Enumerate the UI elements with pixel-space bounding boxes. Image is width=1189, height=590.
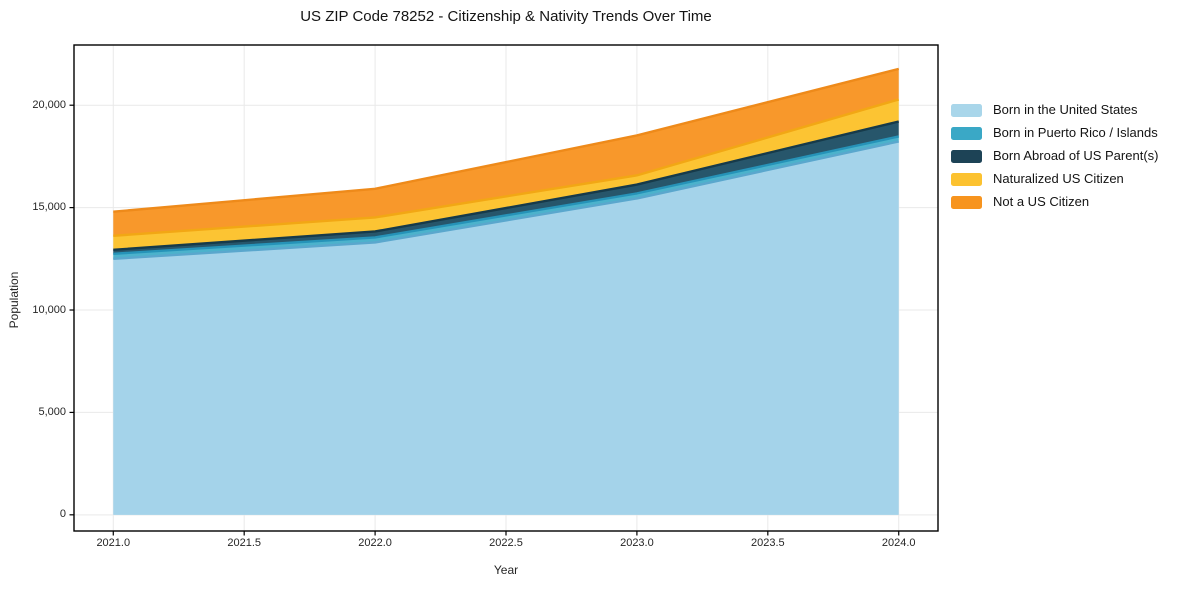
y-tick-label: 15,000 [32, 201, 66, 214]
legend-swatch-3 [951, 172, 982, 186]
legend-swatch-4 [951, 195, 982, 209]
y-tick-label: 20,000 [32, 98, 66, 111]
legend-swatch-1 [951, 126, 982, 140]
line-series-0 [113, 140, 899, 261]
y-axis-label: Population [7, 271, 21, 329]
x-tick-label: 2023.0 [620, 537, 654, 549]
legend-swatch-0 [951, 103, 982, 117]
legend-label: Born in the United States [993, 102, 1138, 117]
legend-swatch-2 [951, 149, 982, 163]
x-tick-label: 2023.5 [750, 537, 785, 549]
legend-item: Born in the United States [951, 103, 1158, 117]
legend-item: Naturalized US Citizen [951, 172, 1158, 186]
line-series-1 [113, 135, 899, 255]
line-series-2 [113, 120, 900, 252]
chart-title: US ZIP Code 78252 - Citizenship & Nativi… [300, 8, 712, 25]
legend-item: Born in Puerto Rico / Islands [951, 126, 1158, 140]
x-axis-label: Year [493, 563, 519, 577]
area-series-4 [113, 68, 899, 236]
legend-item: Not a US Citizen [951, 195, 1158, 209]
legend-label: Born Abroad of US Parent(s) [993, 148, 1159, 163]
plot-group [69, 44, 939, 536]
line-series-3 [113, 98, 900, 237]
area-series-3 [113, 99, 899, 250]
area-series-0 [113, 141, 899, 515]
legend-label: Not a US Citizen [993, 194, 1090, 209]
legend: Born in the United States Born in Puerto … [951, 103, 1158, 218]
line-series-4 [113, 67, 900, 213]
y-tick-label: 0 [59, 508, 66, 521]
x-tick-label: 2021.0 [96, 537, 131, 549]
x-tick-label: 2022.0 [358, 537, 392, 549]
x-tick-label: 2024.0 [881, 537, 916, 549]
legend-label: Born in Puerto Rico / Islands [993, 125, 1158, 140]
legend-item: Born Abroad of US Parent(s) [951, 149, 1158, 163]
y-tick-label: 5,000 [38, 405, 66, 418]
legend-label: Naturalized US Citizen [993, 171, 1124, 186]
x-tick-label: 2021.5 [227, 537, 261, 549]
x-tick-label: 2022.5 [489, 537, 523, 549]
y-tick-label: 10,000 [32, 303, 66, 316]
